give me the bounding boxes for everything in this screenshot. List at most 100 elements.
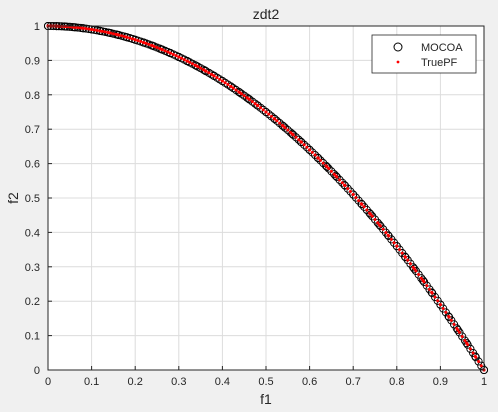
truepf-point bbox=[180, 56, 184, 60]
truepf-point bbox=[465, 341, 469, 345]
mocoa-point bbox=[453, 325, 462, 335]
truepf-point bbox=[207, 71, 211, 75]
truepf-point bbox=[177, 55, 181, 59]
y-tick-label: 0 bbox=[34, 365, 40, 377]
truepf-point bbox=[308, 148, 312, 152]
truepf-point bbox=[218, 77, 222, 81]
mocoa-point bbox=[455, 328, 464, 337]
mocoa-point bbox=[227, 82, 236, 91]
mocoa-point bbox=[237, 89, 246, 98]
mocoa-point bbox=[322, 162, 332, 171]
legend-box bbox=[371, 34, 477, 74]
mocoa-point bbox=[346, 187, 355, 196]
mocoa-point bbox=[281, 123, 290, 132]
mocoa-point bbox=[209, 71, 218, 80]
legend-marker-mocoa bbox=[393, 42, 403, 52]
truepf-point bbox=[473, 354, 477, 358]
data-layer bbox=[43, 21, 489, 375]
truepf-point bbox=[168, 51, 172, 55]
truepf-point bbox=[290, 132, 294, 136]
truepf-point bbox=[463, 339, 467, 343]
truepf-point bbox=[92, 28, 96, 32]
truepf-point bbox=[340, 181, 344, 185]
truepf-point bbox=[269, 114, 273, 118]
mocoa-point bbox=[375, 220, 384, 229]
mocoa-point bbox=[462, 338, 471, 348]
truepf-point bbox=[384, 231, 388, 235]
truepf-point bbox=[319, 158, 322, 162]
y-tick-label: 0.5 bbox=[25, 193, 40, 205]
truepf-point bbox=[334, 174, 338, 178]
y-tick-label: 0.1 bbox=[25, 331, 40, 343]
mocoa-point bbox=[259, 105, 268, 114]
mocoa-point bbox=[332, 172, 341, 182]
truepf-point bbox=[130, 37, 134, 41]
y-tick-label: 0.2 bbox=[25, 296, 40, 308]
mocoa-point bbox=[272, 116, 281, 125]
y-tick-label: 1 bbox=[34, 21, 40, 33]
y-tick-label: 0.4 bbox=[25, 227, 40, 239]
truepf-point bbox=[299, 140, 303, 144]
truepf-point bbox=[210, 72, 213, 76]
mocoa-point bbox=[296, 137, 305, 146]
mocoa-point bbox=[218, 76, 227, 86]
truepf-point bbox=[297, 138, 301, 142]
truepf-point bbox=[313, 153, 317, 157]
truepf-point bbox=[87, 27, 91, 31]
truepf-point bbox=[255, 103, 259, 107]
y-tick-label: 0.8 bbox=[25, 90, 40, 102]
mocoa-point bbox=[471, 353, 480, 362]
truepf-point bbox=[90, 27, 94, 31]
truepf-point bbox=[194, 64, 198, 68]
truepf-point bbox=[302, 143, 306, 147]
truepf-point bbox=[250, 100, 254, 104]
truepf-point bbox=[95, 28, 99, 32]
truepf-point bbox=[275, 119, 279, 123]
mocoa-point bbox=[264, 110, 273, 119]
x-tick-label: 1 bbox=[481, 376, 487, 388]
mocoa-point bbox=[235, 88, 244, 97]
mocoa-point bbox=[330, 170, 339, 179]
truepf-point bbox=[373, 218, 377, 221]
mocoa-point bbox=[384, 231, 393, 240]
truepf-point bbox=[199, 66, 203, 70]
chart-title: zdt2 bbox=[253, 6, 280, 22]
mocoa-point bbox=[340, 181, 350, 190]
truepf-point bbox=[425, 284, 429, 288]
ticks bbox=[47, 25, 485, 371]
mocoa-point bbox=[270, 114, 279, 124]
truepf-point bbox=[471, 351, 475, 355]
truepf-point bbox=[116, 33, 120, 37]
truepf-point bbox=[354, 196, 358, 200]
truepf-point bbox=[452, 322, 456, 326]
x-tick-label: 0.5 bbox=[258, 376, 273, 388]
mocoa-point bbox=[229, 84, 238, 93]
mocoa-point bbox=[449, 320, 459, 329]
mocoa-point bbox=[244, 94, 253, 103]
truepf-point bbox=[417, 273, 421, 277]
truepf-point bbox=[186, 59, 190, 63]
truepf-point bbox=[404, 255, 408, 259]
x-tick-label: 0.6 bbox=[302, 376, 317, 388]
truepf-point bbox=[163, 49, 167, 53]
truepf-point bbox=[124, 35, 128, 39]
mocoa-point bbox=[316, 156, 325, 165]
truepf-point bbox=[342, 183, 346, 187]
x-tick-label: 0.8 bbox=[389, 376, 404, 388]
mocoa-point bbox=[297, 138, 306, 147]
truepf-point bbox=[151, 44, 155, 48]
mocoa-point bbox=[338, 178, 347, 187]
truepf-point bbox=[84, 27, 88, 31]
truepf-point bbox=[468, 347, 472, 351]
truepf-point bbox=[362, 205, 366, 209]
truepf-point bbox=[357, 199, 361, 203]
mocoa-point bbox=[288, 129, 297, 138]
truepf-point bbox=[79, 26, 83, 30]
mocoa-point bbox=[308, 148, 317, 157]
truepf-point bbox=[348, 190, 352, 194]
truepf-point bbox=[369, 212, 373, 216]
mocoa-point bbox=[302, 143, 311, 152]
truepf-point bbox=[159, 47, 163, 51]
mocoa-point bbox=[305, 145, 314, 154]
truepf-point bbox=[449, 318, 453, 322]
